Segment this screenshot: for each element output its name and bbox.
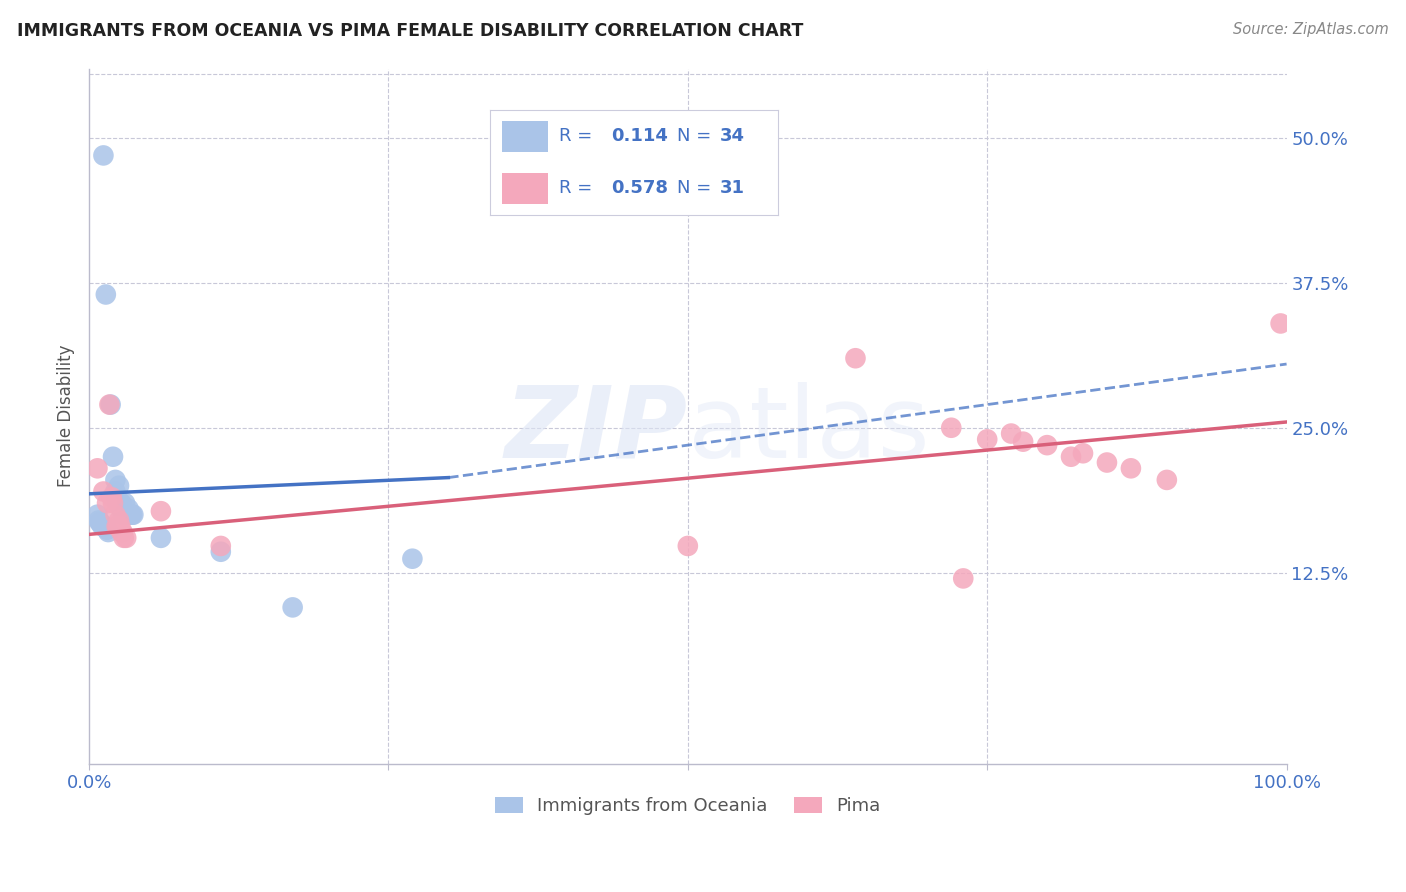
Point	[94, 287, 117, 301]
Text: Source: ZipAtlas.com: Source: ZipAtlas.com	[1233, 22, 1389, 37]
Point	[1036, 438, 1059, 452]
Point	[93, 519, 115, 533]
Point	[1270, 317, 1292, 331]
Point	[101, 450, 124, 464]
Point	[1156, 473, 1178, 487]
Point	[111, 524, 134, 539]
Legend: Immigrants from Oceania, Pima: Immigrants from Oceania, Pima	[486, 788, 889, 824]
Point	[952, 571, 974, 585]
Point	[112, 531, 135, 545]
Point	[281, 600, 304, 615]
Point	[107, 519, 129, 533]
Text: ZIP: ZIP	[505, 382, 688, 479]
Point	[108, 496, 131, 510]
Point	[101, 491, 124, 505]
Point	[114, 496, 136, 510]
Point	[149, 531, 172, 545]
Point	[108, 519, 131, 533]
Text: atlas: atlas	[688, 382, 929, 479]
Point	[976, 433, 998, 447]
Point	[87, 513, 110, 527]
Point	[108, 479, 131, 493]
Point	[1060, 450, 1083, 464]
Point	[115, 531, 138, 545]
Point	[112, 508, 135, 522]
Point	[90, 516, 112, 530]
Point	[110, 524, 132, 539]
Point	[91, 519, 114, 533]
Point	[111, 508, 134, 522]
Point	[1071, 446, 1094, 460]
Point	[120, 508, 142, 522]
Point	[104, 508, 127, 522]
Point	[1012, 434, 1035, 449]
Point	[1119, 461, 1142, 475]
Point	[117, 501, 139, 516]
Point	[401, 551, 423, 566]
Point	[1095, 456, 1118, 470]
Point	[107, 496, 129, 510]
Point	[93, 148, 115, 162]
Point	[110, 501, 132, 516]
Point	[149, 504, 172, 518]
Text: IMMIGRANTS FROM OCEANIA VS PIMA FEMALE DISABILITY CORRELATION CHART: IMMIGRANTS FROM OCEANIA VS PIMA FEMALE D…	[17, 22, 803, 40]
Point	[105, 491, 128, 505]
Point	[86, 508, 108, 522]
Point	[110, 496, 132, 510]
Point	[97, 524, 120, 539]
Point	[104, 473, 127, 487]
Point	[104, 484, 127, 499]
Point	[209, 545, 232, 559]
Point	[86, 461, 108, 475]
Point	[89, 516, 111, 530]
Point	[941, 421, 963, 435]
Point	[108, 513, 131, 527]
Point	[105, 519, 128, 533]
Point	[1000, 426, 1022, 441]
Point	[209, 539, 232, 553]
Y-axis label: Female Disability: Female Disability	[58, 345, 75, 487]
Point	[676, 539, 699, 553]
Point	[118, 508, 141, 522]
Point	[121, 508, 143, 522]
Point	[844, 351, 866, 366]
Point	[115, 508, 138, 522]
Point	[96, 523, 118, 537]
Point	[96, 496, 118, 510]
Point	[100, 398, 122, 412]
Point	[98, 398, 121, 412]
Point	[93, 484, 115, 499]
Point	[122, 508, 145, 522]
Point	[101, 496, 124, 510]
Point	[117, 508, 139, 522]
